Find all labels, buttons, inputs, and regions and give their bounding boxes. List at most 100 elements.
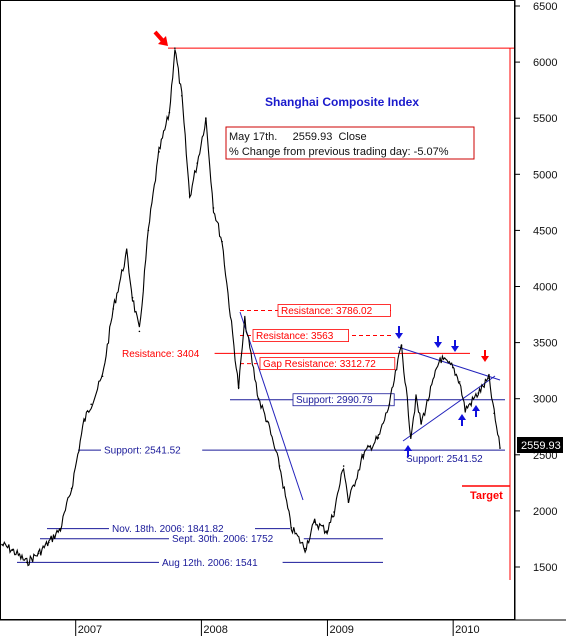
support-resistance-levels: Resistance: 3786.02 Resistance: 3563 Resis… bbox=[17, 47, 514, 569]
price-point bbox=[420, 422, 422, 425]
y-axis-ticks: 1500200025003000350040004500500055006000… bbox=[515, 1, 557, 574]
price-point bbox=[415, 397, 417, 400]
price-point bbox=[188, 195, 191, 198]
level-label: Support: 2990.79 bbox=[296, 395, 373, 406]
upper-triangle-line bbox=[397, 346, 501, 381]
price-point bbox=[180, 94, 183, 97]
price-point bbox=[237, 386, 240, 389]
level-label-bg bbox=[169, 532, 304, 545]
price-point bbox=[400, 344, 403, 346]
y-tick-label: 1500 bbox=[533, 562, 557, 574]
price-point bbox=[83, 420, 85, 422]
x-tick-label: 2009 bbox=[329, 624, 353, 636]
y-tick-label: 5000 bbox=[533, 169, 557, 181]
price-point bbox=[131, 296, 134, 299]
price-point bbox=[158, 151, 160, 153]
x-tick-label: 2010 bbox=[455, 624, 479, 636]
price-point bbox=[488, 377, 490, 380]
price-point bbox=[37, 552, 40, 555]
price-point bbox=[70, 487, 73, 490]
up-arrow-icon bbox=[404, 445, 412, 457]
price-point bbox=[439, 357, 441, 359]
price-point bbox=[25, 561, 28, 564]
up-arrow-icon bbox=[472, 405, 480, 417]
target-label: Target bbox=[470, 490, 503, 502]
peak-arrow-icon bbox=[153, 30, 168, 46]
x-tick-label: 2008 bbox=[203, 624, 227, 636]
price-tag-value: 2559.93 bbox=[521, 440, 561, 452]
level-label: Nov. 18th. 2006: 1841.82 bbox=[112, 524, 224, 535]
price-point bbox=[278, 465, 281, 467]
level-label-box bbox=[277, 304, 391, 317]
price-point bbox=[59, 527, 62, 530]
y-tick-label: 6500 bbox=[533, 1, 557, 13]
price-point bbox=[147, 229, 150, 232]
level-label: Support: 2541.52 bbox=[406, 454, 483, 465]
down-arrow-icon bbox=[451, 340, 459, 352]
price-point bbox=[499, 447, 501, 449]
price-point bbox=[313, 521, 316, 523]
info-box-line-2: % Change from previous trading day: -5.0… bbox=[229, 146, 449, 158]
y-tick-label: 2000 bbox=[533, 506, 557, 518]
price-point bbox=[452, 366, 454, 369]
price-point bbox=[477, 392, 480, 394]
price-point bbox=[464, 409, 467, 411]
level-label: Aug 12th. 2006: 1541 bbox=[162, 558, 258, 569]
price-point bbox=[48, 541, 50, 544]
price-point bbox=[493, 412, 495, 415]
price-point bbox=[257, 397, 260, 400]
y-tick-label: 4000 bbox=[533, 282, 557, 294]
price-point bbox=[212, 207, 215, 209]
down-arrow-icon bbox=[395, 326, 403, 339]
price-point bbox=[174, 47, 176, 49]
level-label-bg bbox=[101, 444, 203, 457]
price-point bbox=[90, 403, 92, 406]
price-point bbox=[125, 252, 128, 254]
y-tick-label: 4500 bbox=[533, 225, 557, 237]
y-tick-label: 5500 bbox=[533, 113, 557, 125]
info-box: May 17th. 2559.93 Close % Change from pr… bbox=[225, 126, 475, 160]
price-point bbox=[304, 547, 306, 550]
level-label-box bbox=[259, 357, 396, 371]
price-point bbox=[362, 454, 365, 456]
price-point bbox=[410, 434, 412, 437]
trend-lines bbox=[239, 48, 511, 580]
plot-frame bbox=[0, 0, 515, 620]
level-label-bg bbox=[159, 556, 283, 569]
level-label: Resistance: 3786.02 bbox=[281, 306, 373, 317]
y-tick-label: 3000 bbox=[533, 394, 557, 406]
downtrend-line-2008 bbox=[239, 311, 304, 501]
price-point bbox=[168, 111, 171, 114]
price-point bbox=[458, 381, 461, 383]
up-arrow-icon bbox=[458, 414, 466, 426]
lower-triangle-line bbox=[402, 375, 496, 442]
price-point bbox=[196, 162, 199, 164]
level-label: Sept. 30th. 2006: 1752 bbox=[172, 534, 274, 545]
price-point bbox=[388, 403, 391, 406]
price-point bbox=[221, 240, 223, 243]
price-point bbox=[11, 549, 14, 551]
price-point bbox=[342, 465, 345, 467]
chart-title: Shanghai Composite Index bbox=[265, 95, 419, 109]
price-point bbox=[347, 501, 350, 503]
price-series bbox=[1, 47, 501, 567]
level-label: Resistance: 3404 bbox=[122, 349, 200, 360]
price-point bbox=[266, 420, 268, 422]
price-point bbox=[112, 308, 115, 310]
level-label: Resistance: 3563 bbox=[256, 331, 334, 342]
price-point bbox=[290, 526, 293, 529]
down-arrow-icon bbox=[434, 336, 442, 348]
signal-arrows bbox=[153, 30, 489, 457]
level-label-box bbox=[252, 329, 349, 342]
level-label-bg bbox=[119, 347, 215, 360]
level-label: Support: 2541.52 bbox=[104, 446, 181, 457]
info-box-line-1: May 17th. 2559.93 Close bbox=[229, 131, 367, 143]
level-label-box bbox=[292, 393, 395, 407]
price-point bbox=[333, 511, 335, 513]
price-point bbox=[377, 437, 380, 439]
price-point bbox=[138, 330, 141, 333]
price-point bbox=[1, 543, 3, 546]
level-label-bg bbox=[109, 522, 255, 535]
